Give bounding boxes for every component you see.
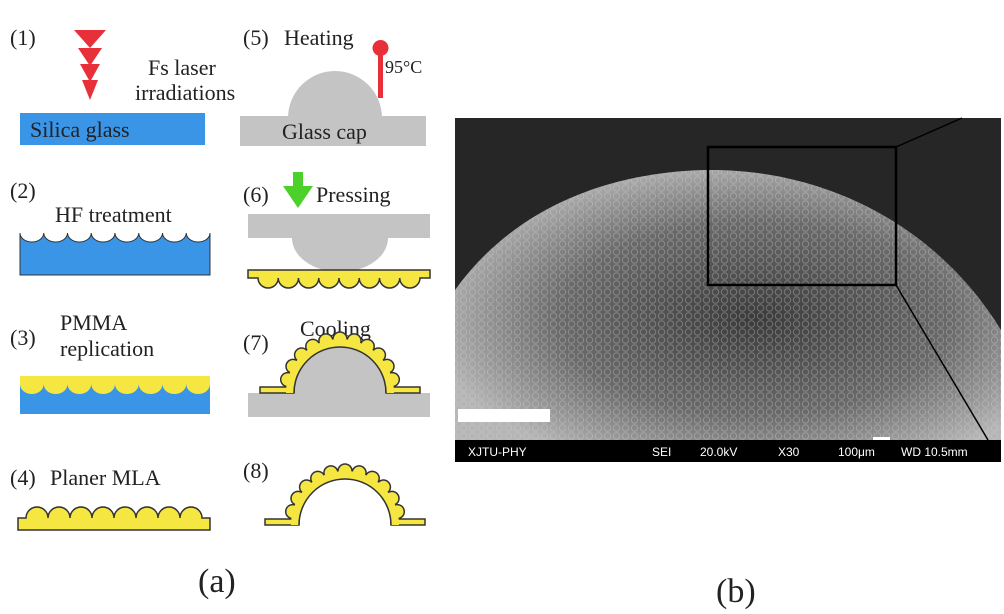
panel-a: (1) Fs laser irradiations Silica glass (… <box>10 25 431 600</box>
substrate-label: Glass cap <box>282 119 367 144</box>
info-text: X30 <box>778 445 800 459</box>
micro-scale <box>873 437 890 440</box>
etched-glass <box>19 232 211 276</box>
info-text: SEI <box>652 445 671 459</box>
step-number: (4) <box>10 465 36 490</box>
step-number: (3) <box>10 325 36 350</box>
caption: irradiations <box>135 80 235 105</box>
caption: Pressing <box>316 182 391 207</box>
info-text: 20.0kV <box>700 445 737 459</box>
caption: HF treatment <box>55 202 172 227</box>
info-text: 100μm <box>838 445 875 459</box>
press-arrow <box>283 172 313 208</box>
scale-bar <box>458 409 550 422</box>
panel-b: XJTU-PHY SEI 20.0kV X30 100μm WD 10.5mm … <box>455 117 1001 610</box>
info-text: XJTU-PHY <box>468 445 527 459</box>
temperature: 95°C <box>385 57 422 77</box>
curved-mla <box>264 463 426 526</box>
step-number: (5) <box>243 25 269 50</box>
step-number: (6) <box>243 182 269 207</box>
pmma-layer <box>20 376 210 394</box>
shell-part <box>293 346 387 394</box>
step-number: (7) <box>243 330 269 355</box>
planar-mla <box>17 506 211 531</box>
caption: Fs laser <box>148 55 217 80</box>
shell-part <box>291 471 399 525</box>
glass-dome <box>292 238 388 272</box>
glass-cap <box>240 116 426 146</box>
mla-film <box>247 269 431 289</box>
curved-mla <box>259 331 421 394</box>
laser-arrows <box>74 30 106 100</box>
zoom-box <box>706 145 898 287</box>
caption: Planer MLA <box>50 465 161 490</box>
silica-glass <box>20 113 205 145</box>
caption: replication <box>60 336 154 361</box>
caption: Heating <box>284 25 354 50</box>
zoom-line <box>895 117 963 148</box>
info-text: WD 10.5mm <box>901 445 968 459</box>
sem-texture <box>455 169 1001 441</box>
step-number: (8) <box>243 458 269 483</box>
panel-label: (a) <box>198 563 236 600</box>
glass-dome <box>294 347 386 393</box>
step-number: (1) <box>10 25 36 50</box>
panel-label: (b) <box>716 573 756 610</box>
substrate-label: Silica glass <box>30 117 130 142</box>
glass-dome <box>288 71 382 118</box>
zoom-line <box>895 284 989 441</box>
info-bar <box>455 440 1001 462</box>
glass-plate <box>248 393 430 417</box>
thermometer <box>372 40 389 98</box>
glass-plate <box>248 214 430 238</box>
shell-part <box>298 478 392 526</box>
shell-part <box>286 339 394 393</box>
caption: PMMA <box>60 310 127 335</box>
step-number: (2) <box>10 178 36 203</box>
